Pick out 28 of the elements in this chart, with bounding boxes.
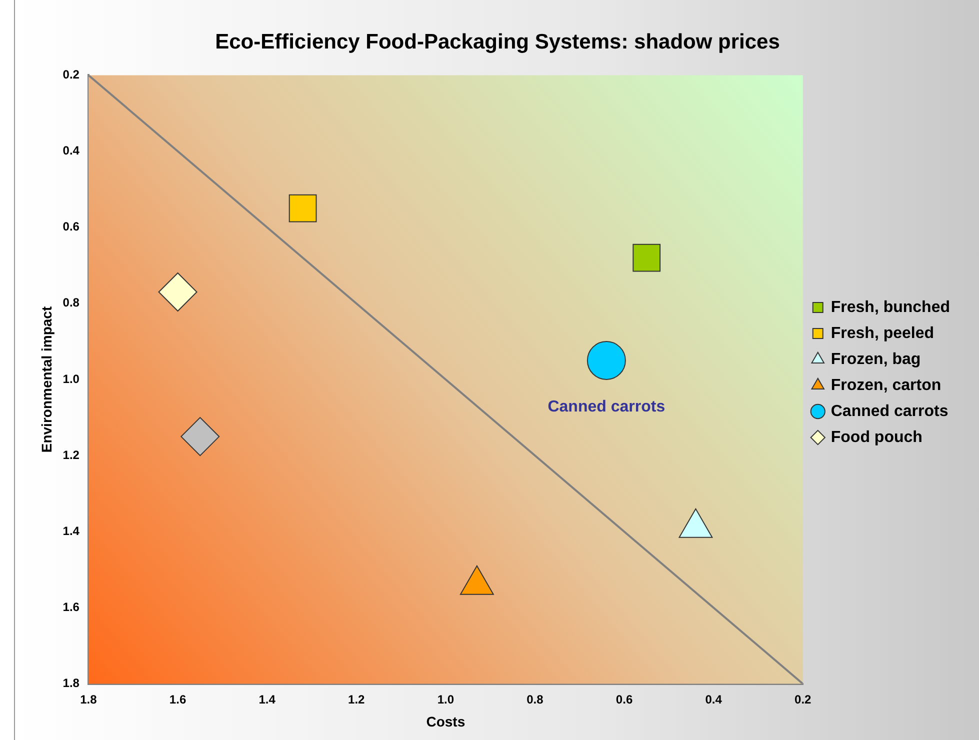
x-tick-label: 1.6 (169, 692, 186, 706)
y-tick-label: 1.8 (62, 676, 80, 690)
y-axis-title: Environmental impact (38, 306, 54, 453)
y-tick-label: 0.8 (62, 296, 80, 310)
y-tick-label: 1.6 (62, 600, 80, 614)
y-tick-label: 0.2 (62, 68, 80, 82)
y-tick-label: 1.2 (62, 448, 80, 462)
legend-label: Food pouch (830, 428, 922, 446)
x-tick-label: 0.6 (616, 692, 633, 706)
y-tick-label: 0.6 (62, 220, 80, 234)
y-tick-label: 1.4 (62, 524, 80, 538)
y-tick-label: 1.0 (62, 372, 80, 386)
legend-label: Fresh, bunched (830, 298, 950, 316)
x-tick-label: 1.8 (80, 692, 98, 706)
x-tick-label: 1.4 (258, 692, 276, 706)
x-tick-label: 1.0 (437, 692, 454, 706)
y-tick-label: 0.4 (62, 144, 80, 158)
x-tick-label: 0.2 (794, 692, 812, 706)
chart-title: Eco-Efficiency Food-Packaging Systems: shadow prices (215, 30, 780, 54)
x-tick-label: 1.2 (348, 692, 366, 706)
annotation: Canned carrots (548, 398, 666, 416)
x-tick-label: 0.4 (705, 692, 722, 706)
x-axis-title: Costs (426, 713, 466, 730)
legend-label: Frozen, bag (830, 350, 921, 368)
x-tick-label: 0.8 (526, 692, 544, 706)
legend-label: Fresh, peeled (830, 324, 934, 342)
legend-label: Frozen, carton (830, 376, 942, 394)
legend-label: Canned carrots (830, 402, 948, 420)
